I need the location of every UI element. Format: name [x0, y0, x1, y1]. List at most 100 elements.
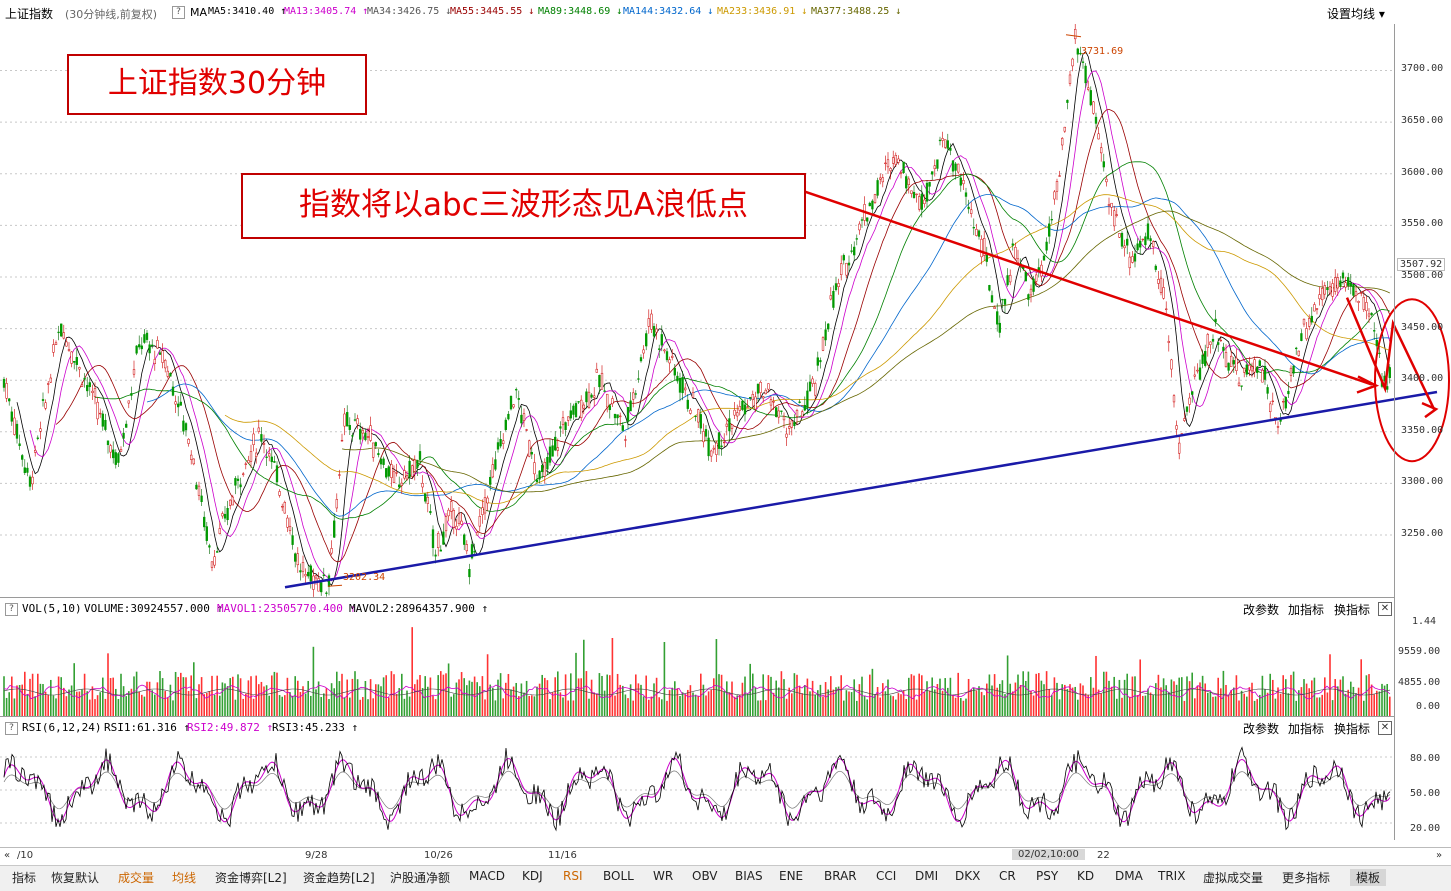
candle-body [1066, 99, 1069, 103]
volume-bar [73, 663, 75, 716]
rsi-add-indicator-button[interactable]: 加指标 [1288, 722, 1325, 736]
candle-body [655, 328, 658, 333]
volume-tick: 1.44 [1412, 616, 1437, 627]
volume-bar [965, 698, 967, 716]
volume-bar [1053, 677, 1056, 716]
indicator-tab[interactable]: BIAS [735, 869, 763, 883]
rsi-change-params-button[interactable]: 改参数 [1243, 722, 1280, 736]
candle-body [860, 219, 864, 221]
candle-body [1175, 425, 1178, 430]
candle-body [1198, 367, 1202, 380]
volume-bar [1009, 683, 1011, 716]
indicator-tab[interactable]: RSI [563, 869, 583, 883]
moving-average-line [29, 70, 1391, 582]
indicator-tab[interactable]: 均线 [172, 871, 197, 885]
candle-body [1146, 223, 1150, 240]
volume-close-icon[interactable]: ✕ [1378, 602, 1392, 616]
indicator-tab[interactable]: 指标 [12, 871, 37, 885]
candle-body [858, 223, 861, 231]
indicator-tab[interactable]: KD [1077, 869, 1095, 883]
candle-body [886, 159, 890, 168]
candle-body [923, 199, 926, 205]
volume-bar [167, 697, 169, 716]
volume-bar [557, 671, 559, 716]
volume-bar [1043, 684, 1045, 716]
rsi-indicator-name: RSI(6,12,24) [22, 721, 102, 734]
rsi-switch-indicator-button[interactable]: 换指标 [1334, 722, 1371, 736]
volume-bar [190, 675, 192, 716]
indicator-tab[interactable]: WR [653, 869, 674, 883]
moving-average-lines [16, 51, 1391, 586]
scroll-left-icon[interactable]: « [4, 850, 11, 861]
candle-body [335, 499, 338, 509]
volume-bar [1025, 680, 1027, 716]
candle-body [75, 356, 78, 365]
volume-bar [432, 695, 434, 716]
ma-settings-button[interactable]: 设置均线 ▾ [1327, 7, 1385, 21]
volume-bar [1282, 675, 1284, 716]
volume-bar [39, 683, 42, 716]
candle-body [244, 463, 247, 465]
candle-body [621, 425, 624, 431]
indicator-tab[interactable]: 模板 [1350, 869, 1387, 886]
indicator-tab[interactable]: 资金趋势[L2] [303, 871, 375, 885]
candle-body [317, 578, 320, 592]
volume-bar [1386, 683, 1388, 716]
indicator-tab[interactable]: ENE [779, 869, 804, 883]
volume-bar [466, 685, 468, 716]
rsi-help-icon[interactable]: ? [5, 722, 18, 735]
help-icon[interactable]: ? [172, 6, 185, 19]
volume-help-icon[interactable]: ? [5, 603, 18, 616]
indicator-tab[interactable]: 更多指标 [1282, 871, 1331, 885]
volume-change-params-button[interactable]: 改参数 [1243, 603, 1280, 617]
candle-body [379, 458, 383, 465]
volume-bar [1105, 671, 1108, 716]
indicator-tab[interactable]: BOLL [603, 869, 634, 883]
indicator-tab[interactable]: 资金博弈[L2] [215, 871, 287, 885]
candle-body [1271, 400, 1274, 403]
volume-bar [177, 676, 179, 716]
volume-bar [814, 694, 816, 716]
candle-body [798, 401, 801, 403]
candle-body [1261, 369, 1264, 383]
volume-bar [1240, 690, 1243, 716]
candle-body [1032, 278, 1035, 292]
price-tick: 3400.00 [1401, 373, 1444, 385]
volume-add-indicator-button[interactable]: 加指标 [1288, 603, 1325, 617]
candle-body [1331, 283, 1334, 297]
volume-bar [200, 677, 203, 716]
date-label: 9/28 [305, 850, 328, 861]
indicator-tab[interactable]: 恢复默认 [51, 871, 100, 885]
indicator-tab[interactable]: CR [999, 869, 1016, 883]
candle-body [1120, 232, 1124, 247]
candle-body [364, 432, 367, 441]
indicator-tab[interactable]: 沪股通净额 [390, 871, 451, 885]
indicator-tab[interactable]: DMI [915, 869, 939, 883]
scroll-right-icon[interactable]: » [1436, 850, 1443, 861]
candle-body [80, 384, 84, 387]
indicator-tab[interactable]: PSY [1036, 869, 1059, 883]
chart-canvas[interactable] [0, 24, 1451, 865]
indicator-tab[interactable]: 虚拟成交量 [1203, 871, 1264, 885]
indicator-tab[interactable]: TRIX [1158, 869, 1186, 883]
volume-bar [1214, 696, 1217, 716]
indicator-tab[interactable]: OBV [692, 869, 718, 883]
volume-bar [908, 677, 910, 716]
rsi-close-icon[interactable]: ✕ [1378, 721, 1392, 735]
indicator-tab[interactable]: 成交量 [118, 871, 155, 885]
candle-body [1224, 352, 1228, 368]
candle-body [1128, 256, 1131, 269]
candle-body [1339, 280, 1342, 287]
volume-bar [375, 684, 377, 716]
candle-body [455, 525, 458, 530]
indicator-tab[interactable]: MACD [469, 869, 505, 883]
indicator-tab[interactable]: KDJ [522, 869, 543, 883]
volume-bar [107, 653, 109, 716]
indicator-tab[interactable]: DKX [955, 869, 981, 883]
volume-bar [715, 639, 718, 716]
indicator-tab[interactable]: BRAR [824, 869, 857, 883]
indicator-tab[interactable]: DMA [1115, 869, 1143, 883]
indicator-tab[interactable]: CCI [876, 869, 897, 883]
volume-bar [754, 687, 757, 716]
volume-switch-indicator-button[interactable]: 换指标 [1334, 603, 1371, 617]
